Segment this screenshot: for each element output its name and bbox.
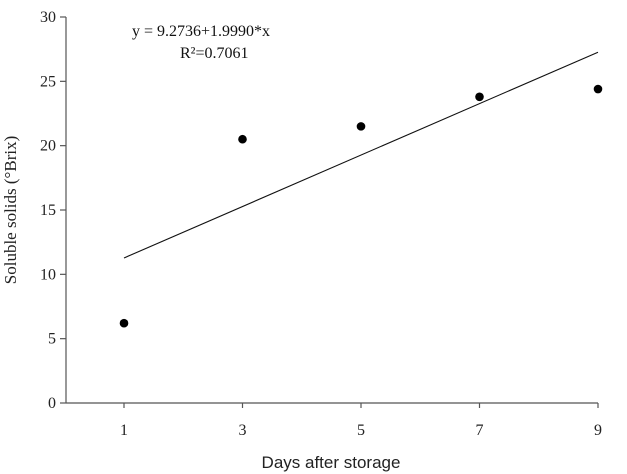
regression-equation: y = 9.2736+1.9990*x [132,23,270,40]
data-points [119,84,603,328]
x-tick-label: 3 [239,422,247,439]
r-squared-label: R²=0.7061 [180,45,249,62]
y-tick-label: 15 [40,202,56,219]
y-tick-label: 30 [40,9,56,26]
x-tick-label: 1 [120,422,128,439]
y-tick-label: 25 [40,73,56,90]
fit-line [123,51,599,259]
x-tick-label: 7 [476,422,484,439]
data-point [475,92,484,102]
y-axis-title: Soluble solids (°Brix) [1,136,20,284]
regression-line [123,51,599,259]
y-tick-label: 10 [40,266,56,283]
x-tick-label: 5 [357,422,365,439]
y-tick-label: 0 [48,395,56,412]
data-point [119,318,129,328]
axes: 0 5 10 15 20 25 30 1 3 5 7 9 [40,9,602,439]
y-tick-label: 20 [40,138,56,155]
x-tick-label: 9 [594,422,602,439]
x-axis-title: Days after storage [262,453,401,472]
data-point [593,84,603,94]
data-point [356,122,366,131]
y-tick-label: 5 [48,331,56,348]
data-point [238,134,247,144]
